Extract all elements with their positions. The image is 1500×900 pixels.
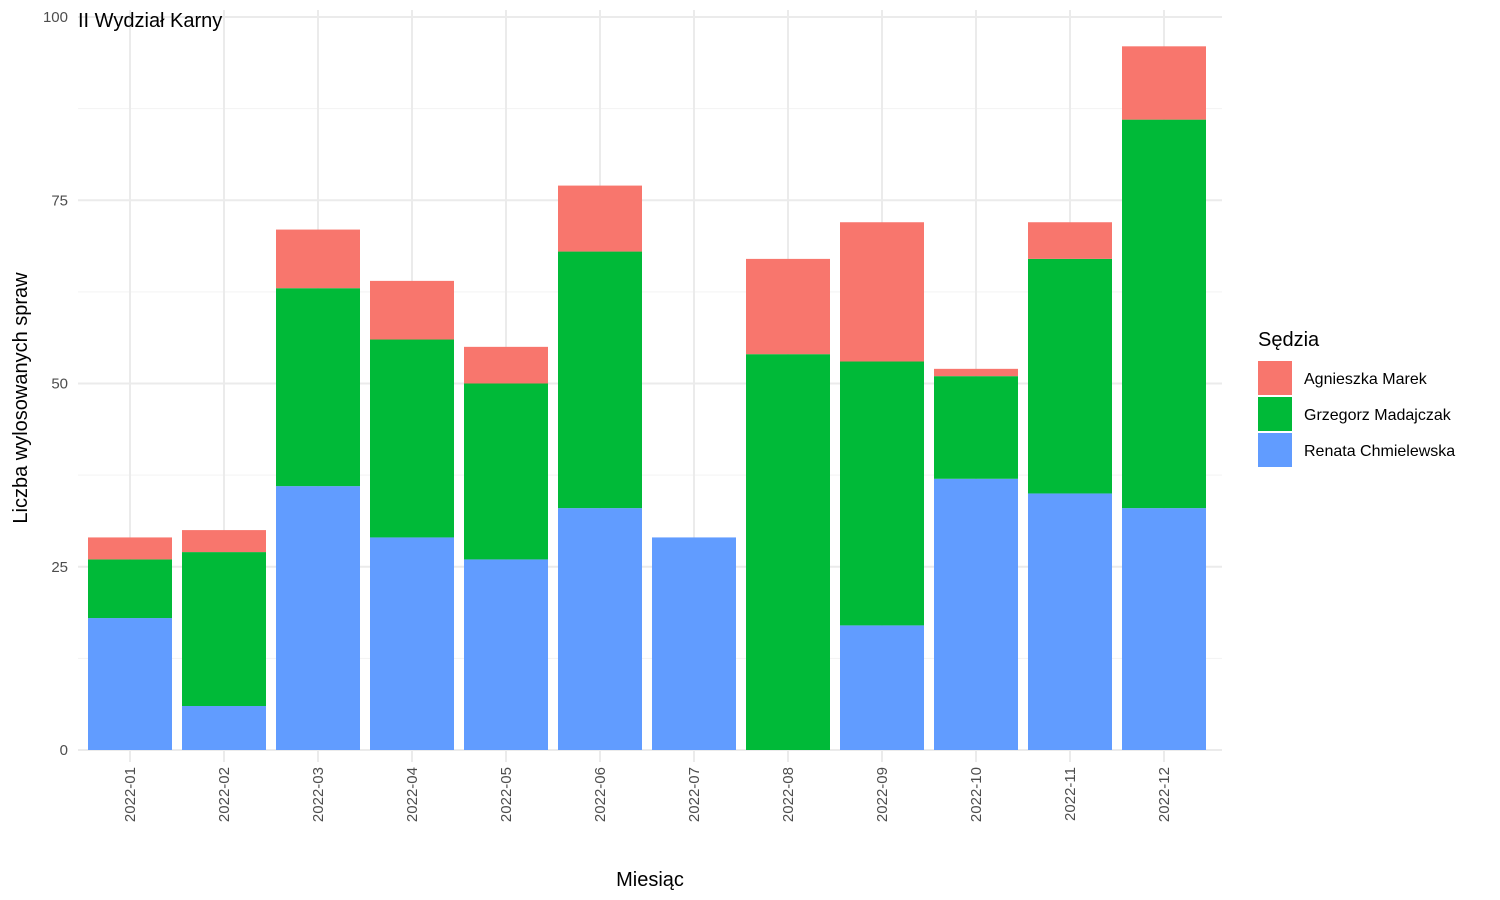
y-tick-label: 25 <box>51 559 68 576</box>
bar-segment <box>558 508 642 750</box>
bar-segment <box>840 625 924 750</box>
y-tick-label: 50 <box>51 376 68 393</box>
bar-segment <box>464 559 548 750</box>
bar-segment <box>370 339 454 538</box>
y-tick-label: 100 <box>43 9 68 26</box>
legend-title: Sędzia <box>1258 329 1320 351</box>
x-tick-label: 2022-06 <box>592 767 609 822</box>
bar-segment <box>464 346 548 384</box>
bar-segment <box>276 229 360 289</box>
x-tick-label: 2022-03 <box>310 767 327 822</box>
bar-segment <box>276 288 360 487</box>
y-axis: 0 25 50 75 100 <box>43 9 68 759</box>
y-tick-label: 75 <box>51 192 68 209</box>
bar-segment <box>464 383 548 560</box>
x-tick-label: 2022-10 <box>968 767 985 822</box>
bar-segment <box>934 368 1018 377</box>
bar-segment <box>746 258 830 355</box>
x-tick-label: 2022-12 <box>1156 767 1173 822</box>
x-tick-label: 2022-04 <box>404 767 421 822</box>
y-tick-label: 0 <box>60 742 68 759</box>
bar-segment <box>88 537 172 560</box>
bar-segment <box>558 185 642 252</box>
legend-label: Renata Chmielewska <box>1304 443 1455 460</box>
bar-segment <box>182 552 266 707</box>
x-tick-label: 2022-11 <box>1062 767 1079 821</box>
bar-segment <box>1028 258 1112 494</box>
x-axis: 2022-01 2022-02 2022-03 2022-04 2022-05 2022-… <box>122 767 1173 822</box>
legend-swatch <box>1258 361 1292 395</box>
x-tick-label: 2022-02 <box>216 767 233 822</box>
legend-swatch <box>1258 433 1292 467</box>
legend-label: Grzegorz Madajczak <box>1304 407 1452 424</box>
bar-segment <box>182 706 266 750</box>
bar-segment <box>934 478 1018 750</box>
bar-segment <box>652 537 736 750</box>
bar-segment <box>1122 119 1206 509</box>
bar-segment <box>746 354 830 750</box>
x-tick-label: 2022-05 <box>498 767 515 822</box>
x-tick-label: 2022-08 <box>780 767 797 822</box>
bar-segment <box>276 486 360 750</box>
bar-segment <box>88 559 172 619</box>
bar-segment <box>370 537 454 750</box>
panel-label: II Wydział Karny <box>78 10 222 32</box>
legend-label: Agnieszka Marek <box>1304 371 1428 388</box>
bar-segment <box>370 280 454 340</box>
bar-segment <box>1028 222 1112 259</box>
y-axis-title: Liczba wylosowanych spraw <box>10 272 32 524</box>
legend: Sędzia Agnieszka Marek Grzegorz Madajczak… <box>1258 329 1455 467</box>
bar-segment <box>182 530 266 553</box>
x-tick-label: 2022-01 <box>122 767 139 822</box>
bar-segment <box>1122 46 1206 120</box>
legend-swatch <box>1258 397 1292 431</box>
x-tick-label: 2022-07 <box>686 767 703 822</box>
bar-segment <box>1028 493 1112 750</box>
x-tick-label: 2022-09 <box>874 767 891 822</box>
x-axis-title: Miesiąc <box>616 869 684 891</box>
bar-segment <box>934 376 1018 479</box>
legend-items: Agnieszka Marek Grzegorz Madajczak Renata … <box>1258 361 1455 467</box>
bar-segment <box>1122 508 1206 750</box>
bar-segment <box>840 361 924 626</box>
bars <box>88 46 1206 750</box>
bar-segment <box>88 618 172 750</box>
bar-segment <box>558 251 642 509</box>
bar-segment <box>840 222 924 362</box>
